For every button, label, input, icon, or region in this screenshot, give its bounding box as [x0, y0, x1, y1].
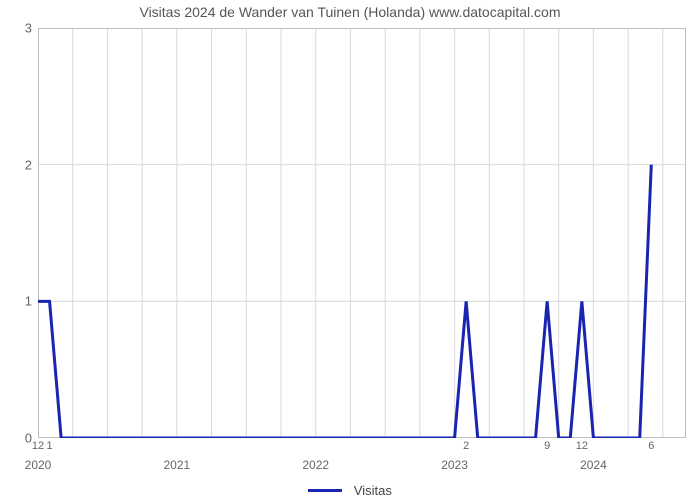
x-month-label: 6	[648, 440, 654, 452]
chart-title: Visitas 2024 de Wander van Tuinen (Holan…	[0, 4, 700, 20]
y-tick-label: 2	[25, 157, 38, 172]
x-month-label: 9	[544, 440, 550, 452]
legend: Visitas	[0, 482, 700, 498]
x-year-label: 2024	[580, 458, 607, 472]
x-year-label: 2021	[163, 458, 190, 472]
y-tick-label: 1	[25, 294, 38, 309]
x-month-label: 12	[32, 440, 44, 452]
plot-area: 01231212912620202021202220232024	[38, 28, 686, 438]
y-tick-label: 3	[25, 21, 38, 36]
x-month-label: 12	[576, 440, 588, 452]
x-month-label: 2	[463, 440, 469, 452]
x-year-label: 2022	[302, 458, 329, 472]
x-year-label: 2020	[25, 458, 52, 472]
legend-swatch	[308, 489, 342, 492]
x-year-label: 2023	[441, 458, 468, 472]
legend-label: Visitas	[354, 483, 392, 498]
x-month-label: 1	[47, 440, 53, 452]
visits-chart: Visitas 2024 de Wander van Tuinen (Holan…	[0, 0, 700, 500]
